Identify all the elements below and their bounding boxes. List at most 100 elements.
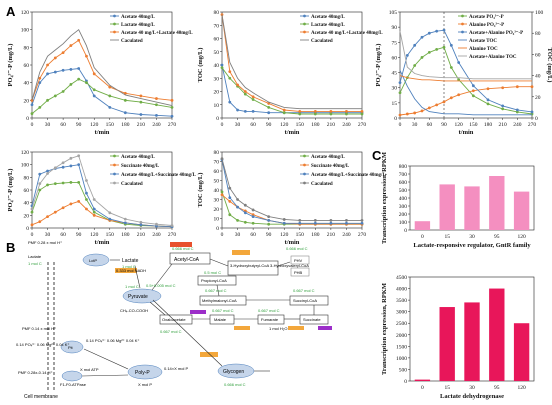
data-point — [61, 68, 65, 72]
data-point — [220, 66, 224, 70]
succinyl-label: Succinyl-CoA — [293, 298, 317, 303]
polyp-in: 0.14×X mol P — [164, 366, 188, 371]
x-tick-label: 120 — [455, 122, 464, 128]
data-point — [530, 85, 534, 89]
data-point — [155, 97, 158, 100]
y-tick-label: 0 — [26, 226, 29, 232]
y-tick-label: 800 — [399, 164, 408, 170]
tag-glyc — [200, 352, 218, 357]
data-point — [85, 207, 88, 211]
pmf-mid: PMF 0.14 x mol H⁺ — [22, 326, 56, 331]
data-point — [251, 215, 255, 219]
data-point — [77, 154, 81, 158]
series-line — [221, 64, 362, 114]
legend-marker — [303, 163, 306, 167]
data-point — [345, 219, 348, 222]
tag-phv — [232, 250, 250, 255]
lactate-external: Lactate — [28, 254, 42, 259]
data-point — [449, 43, 453, 47]
data-point — [46, 169, 49, 173]
data-point — [85, 81, 88, 85]
data-point — [329, 219, 333, 222]
data-point — [123, 111, 127, 115]
y-tick-label: 80 — [24, 45, 30, 51]
x-tick-label: 240 — [152, 232, 161, 238]
series-line — [31, 181, 173, 228]
x-tick-label: 210 — [499, 122, 508, 128]
arrow-pyr-glycogen — [152, 299, 223, 367]
x-tick-label: 270 — [168, 232, 177, 238]
data-point — [170, 98, 174, 102]
tag-acoa — [170, 242, 192, 247]
data-point — [251, 95, 255, 99]
series-line — [221, 67, 362, 115]
x-atp: X mol ATP — [80, 367, 99, 372]
data-point — [46, 98, 49, 102]
data-point — [435, 47, 439, 51]
x-tick-label: 90 — [266, 232, 272, 238]
data-point — [345, 112, 348, 116]
legend-marker — [303, 181, 306, 185]
acetyl-coa-label: Acetyl-CoA — [174, 257, 200, 263]
y-tick-label: 40 — [24, 201, 30, 207]
x-tick-label: 180 — [121, 122, 130, 128]
data-point — [61, 51, 65, 55]
c-malate: 0.667 mol C — [212, 308, 234, 313]
data-point — [420, 35, 424, 39]
arrow-pit-polyp — [83, 348, 129, 370]
c-succinyl: 0.667 mol C — [293, 288, 315, 293]
data-point — [282, 218, 286, 221]
data-point — [298, 221, 302, 225]
y2-tick-label: 0 — [535, 116, 538, 122]
y-tick-label: 0 — [404, 228, 407, 234]
data-point — [77, 77, 81, 81]
c-lactate-out: 1 mol C — [28, 261, 42, 266]
data-point — [92, 210, 96, 214]
x-axis-label: t/min — [285, 129, 300, 136]
y-tick-label: 500 — [399, 188, 408, 194]
x-tick-label: 0 — [421, 385, 424, 391]
data-point — [46, 72, 49, 76]
data-point — [139, 113, 143, 116]
y2-tick-label: 100 — [535, 10, 544, 16]
data-point — [77, 200, 81, 203]
bar — [513, 323, 530, 381]
data-point — [92, 72, 96, 76]
y-tick-label: 0 — [216, 116, 219, 122]
data-point — [282, 111, 286, 115]
c-fumarate: 0.667 mol C — [258, 308, 280, 313]
y2-axis-label: TOC (mg/L) — [546, 48, 552, 83]
x-tick-label: 180 — [311, 232, 320, 238]
legend-label: Acetate 40mg/L — [311, 155, 345, 160]
y-tick-label: 60 — [214, 37, 220, 43]
bar — [489, 176, 505, 230]
data-point — [139, 223, 143, 227]
succinyl-box — [289, 295, 329, 306]
bar — [464, 186, 480, 230]
y-axis-label: PO₄³⁻-P (mg/L) — [7, 44, 14, 87]
y-tick-label: 400 — [399, 196, 408, 202]
y-tick-label: 75 — [392, 40, 398, 46]
c-propionyl: 0.5 mol C — [204, 270, 221, 275]
data-point — [61, 206, 65, 210]
data-point — [442, 28, 446, 32]
y-tick-label: 45 — [392, 71, 398, 77]
data-point — [427, 31, 431, 35]
data-point — [457, 61, 461, 64]
oxaloacetate-label: Oxaloacetate — [162, 317, 186, 322]
x-tick-label: 90 — [441, 122, 447, 128]
data-point — [486, 102, 490, 106]
data-point — [243, 211, 247, 215]
data-point — [69, 202, 73, 206]
propionyl-label: Propionyl-CoA — [201, 278, 227, 283]
data-point — [251, 208, 255, 212]
x-tick-label: 210 — [327, 232, 336, 238]
y-tick-label: 0 — [394, 116, 397, 122]
data-point — [38, 220, 42, 224]
glycogen-label: Glycogen — [223, 369, 244, 375]
legend-label: Acetate 40mg/L+Succinate 40mg/L — [121, 173, 196, 178]
y-tick-label: 20 — [214, 207, 220, 213]
series-line — [221, 159, 362, 224]
data-point — [228, 76, 232, 80]
